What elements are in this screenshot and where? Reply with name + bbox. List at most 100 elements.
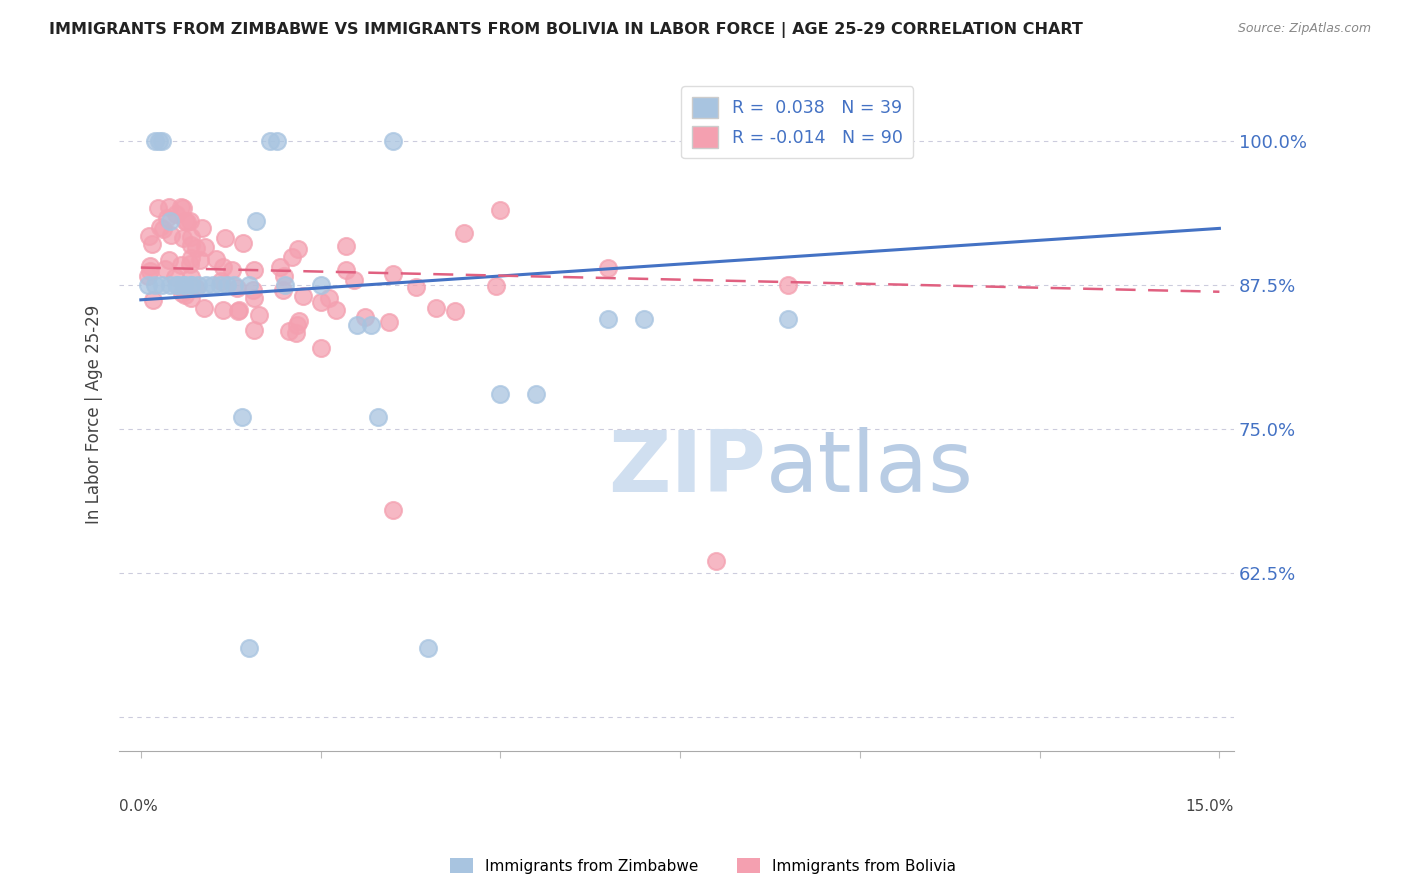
- Point: [170, 285, 193, 300]
- Point: [381, 502, 404, 516]
- Point: [598, 312, 620, 326]
- Text: atlas: atlas: [766, 427, 974, 510]
- Y-axis label: In Labor Force | Age 25-29: In Labor Force | Age 25-29: [86, 305, 103, 524]
- Point: [405, 280, 427, 294]
- Point: [309, 277, 332, 292]
- Point: [377, 315, 399, 329]
- Point: [273, 277, 295, 292]
- Point: [152, 134, 174, 148]
- Point: [285, 318, 308, 332]
- Point: [309, 341, 332, 355]
- Point: [153, 261, 176, 276]
- Point: [225, 281, 247, 295]
- Point: [193, 240, 215, 254]
- Point: [184, 281, 207, 295]
- Point: [776, 312, 799, 326]
- Text: Source: ZipAtlas.com: Source: ZipAtlas.com: [1237, 22, 1371, 36]
- Point: [354, 310, 377, 325]
- Point: [273, 268, 295, 283]
- Point: [170, 258, 193, 272]
- Point: [284, 326, 307, 340]
- Point: [187, 277, 209, 292]
- Point: [425, 301, 447, 316]
- Point: [152, 277, 174, 292]
- Point: [152, 221, 174, 235]
- Point: [204, 252, 226, 266]
- Text: 0.0%: 0.0%: [120, 798, 157, 814]
- Point: [148, 134, 170, 148]
- Point: [149, 219, 172, 234]
- Point: [184, 241, 207, 255]
- Point: [163, 270, 186, 285]
- Point: [180, 277, 202, 292]
- Point: [173, 277, 195, 292]
- Point: [159, 200, 181, 214]
- Point: [273, 283, 295, 297]
- Point: [139, 259, 162, 273]
- Point: [311, 295, 333, 310]
- Point: [136, 277, 159, 292]
- Point: [211, 303, 233, 318]
- Point: [208, 277, 231, 292]
- Point: [360, 318, 382, 333]
- Point: [382, 267, 405, 281]
- Point: [180, 238, 202, 252]
- Point: [418, 640, 440, 655]
- Point: [342, 273, 364, 287]
- Point: [170, 200, 193, 214]
- Point: [180, 251, 202, 265]
- Point: [166, 277, 188, 292]
- Point: [485, 278, 508, 293]
- Point: [291, 289, 314, 303]
- Point: [188, 252, 211, 267]
- Point: [141, 237, 163, 252]
- Point: [245, 214, 267, 228]
- Text: ZIP: ZIP: [607, 427, 766, 510]
- Point: [776, 277, 799, 292]
- Point: [173, 277, 195, 292]
- Point: [238, 640, 260, 655]
- Point: [180, 291, 202, 305]
- Point: [444, 303, 467, 318]
- Point: [287, 242, 309, 256]
- Point: [194, 277, 217, 292]
- Point: [180, 269, 202, 284]
- Point: [633, 312, 655, 326]
- Point: [243, 291, 266, 305]
- Point: [453, 226, 475, 240]
- Point: [335, 263, 357, 277]
- Point: [221, 262, 243, 277]
- Point: [180, 277, 202, 292]
- Point: [138, 268, 160, 283]
- Point: [269, 260, 291, 275]
- Point: [143, 277, 166, 292]
- Point: [165, 207, 187, 221]
- Point: [139, 263, 162, 277]
- Point: [157, 253, 180, 268]
- Point: [214, 231, 236, 245]
- Point: [176, 214, 198, 228]
- Point: [209, 274, 232, 288]
- Point: [266, 134, 288, 148]
- Point: [232, 236, 254, 251]
- Point: [159, 214, 181, 228]
- Point: [259, 134, 281, 148]
- Point: [193, 301, 215, 315]
- Text: 15.0%: 15.0%: [1185, 798, 1234, 814]
- Point: [172, 201, 194, 215]
- Point: [243, 323, 266, 337]
- Point: [247, 308, 270, 322]
- Point: [138, 229, 160, 244]
- Point: [335, 239, 357, 253]
- Point: [489, 202, 512, 217]
- Point: [190, 220, 212, 235]
- Legend: Immigrants from Zimbabwe, Immigrants from Bolivia: Immigrants from Zimbabwe, Immigrants fro…: [444, 852, 962, 880]
- Point: [277, 324, 299, 338]
- Point: [226, 303, 249, 318]
- Point: [180, 230, 202, 244]
- Point: [242, 283, 264, 297]
- Point: [231, 410, 253, 425]
- Point: [179, 257, 201, 271]
- Point: [598, 260, 620, 275]
- Point: [280, 251, 302, 265]
